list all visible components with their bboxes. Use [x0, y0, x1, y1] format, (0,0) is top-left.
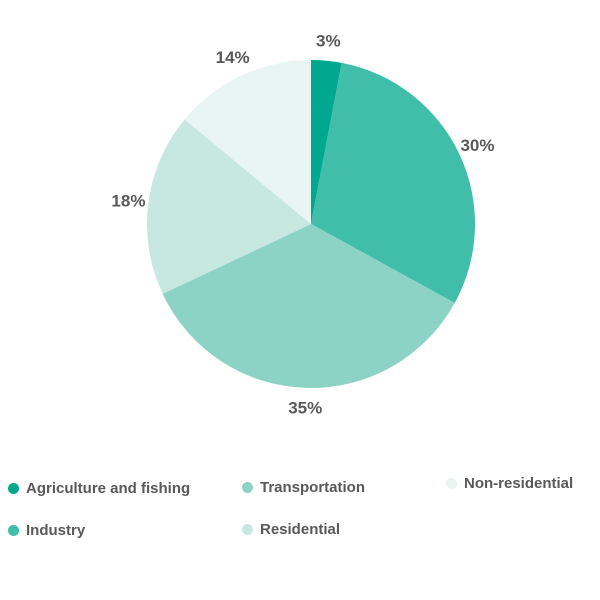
- pie-slice-transportation: [162, 224, 455, 388]
- legend-swatch: [8, 525, 19, 536]
- legend-swatch: [446, 478, 457, 489]
- pie-data-label: 3%: [316, 31, 341, 50]
- legend-item-transportation: Transportation: [242, 479, 365, 496]
- legend-label: Non-residential: [464, 475, 574, 492]
- legend-item-residential: Residential: [242, 521, 340, 538]
- pie-chart: 3% 30% 35% 18% 14%: [111, 31, 494, 417]
- pie-slice-non-residential: [184, 60, 311, 224]
- pie-labels: 3% 30% 35% 18% 14%: [111, 31, 494, 417]
- pie-data-label: 14%: [216, 48, 250, 67]
- pie-data-label: 35%: [288, 398, 322, 417]
- legend-item-industry: Industry: [8, 522, 85, 539]
- legend-label: Industry: [26, 522, 86, 539]
- pie-slice-agriculture-and-fishing: [311, 59, 342, 224]
- legend-item-non-residential: Non-residential: [446, 475, 573, 492]
- pie-data-label: 18%: [111, 191, 145, 210]
- pie-slices: [147, 59, 475, 388]
- pie-slice-industry: [311, 62, 475, 304]
- legend-swatch: [242, 524, 253, 535]
- legend-item-agriculture-and-fishing: Agriculture and fishing: [8, 480, 190, 497]
- legend-label: Agriculture and fishing: [26, 480, 191, 497]
- legend-swatch: [242, 482, 253, 493]
- legend-label: Residential: [260, 521, 341, 538]
- legend-swatch: [8, 483, 19, 494]
- pie-slice-residential: [147, 119, 311, 294]
- legend-label: Transportation: [260, 479, 366, 496]
- pie-data-label: 30%: [460, 136, 494, 155]
